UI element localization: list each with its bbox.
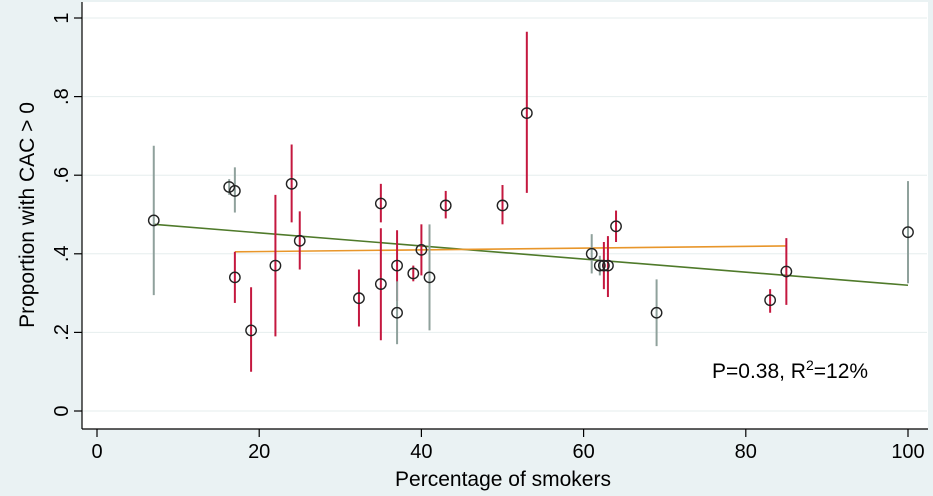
data-point — [374, 278, 387, 290]
data-point — [245, 324, 257, 337]
plot-area — [82, 2, 928, 429]
x-tick-label: 100 — [891, 441, 924, 463]
stats-annotation-sup: 2 — [806, 357, 814, 373]
x-axis-title: Percentage of smokers — [395, 468, 611, 491]
grid-lines — [83, 17, 927, 412]
error-bars — [152, 31, 909, 372]
data-point — [602, 259, 614, 272]
data-point — [593, 259, 606, 272]
data-point — [269, 259, 282, 272]
data-point — [610, 220, 622, 233]
stats-annotation-prefix: P=0.38, R — [712, 360, 806, 383]
data-point — [391, 259, 403, 272]
x-tick-label: 20 — [248, 441, 270, 463]
data-point — [439, 199, 452, 212]
data-point — [407, 267, 420, 280]
data-point — [147, 214, 160, 227]
y-axis-title: Proportion with CAC > 0 — [16, 102, 39, 328]
data-point — [520, 107, 533, 120]
data-point — [902, 226, 914, 239]
data-points — [147, 107, 914, 337]
data-point — [391, 306, 403, 319]
data-point — [285, 177, 298, 190]
x-tick-label: 40 — [410, 441, 432, 463]
x-tick-label: 80 — [735, 441, 757, 463]
data-point — [650, 306, 663, 319]
y-tick-label: .8 — [51, 88, 73, 105]
fit-line — [234, 245, 787, 253]
axes — [81, 2, 928, 430]
data-point — [780, 265, 793, 278]
data-point — [496, 199, 509, 212]
y-tick-label: 0 — [51, 405, 73, 416]
data-point — [597, 259, 610, 272]
data-point — [228, 271, 241, 284]
data-point — [228, 185, 241, 197]
data-point — [374, 197, 387, 210]
stats-annotation-suffix: =12% — [814, 360, 868, 383]
data-point — [585, 247, 598, 260]
y-tick-label: .4 — [51, 245, 73, 262]
x-ticks: 0 20 40 60 80 100 — [91, 429, 925, 463]
data-point — [293, 234, 306, 247]
stats-annotation: P=0.38, R2=12% — [712, 357, 868, 383]
data-point — [415, 243, 428, 256]
data-point — [353, 292, 365, 305]
x-tick-label: 60 — [572, 441, 594, 463]
x-tick-label: 0 — [91, 441, 102, 463]
y-ticks: 0 .2 .4 .6 .8 1 — [51, 12, 82, 417]
y-tick-label: .6 — [51, 167, 73, 184]
data-point — [423, 271, 436, 284]
y-tick-label: 1 — [51, 12, 73, 23]
y-tick-label: .2 — [51, 324, 73, 341]
data-point — [764, 294, 777, 307]
